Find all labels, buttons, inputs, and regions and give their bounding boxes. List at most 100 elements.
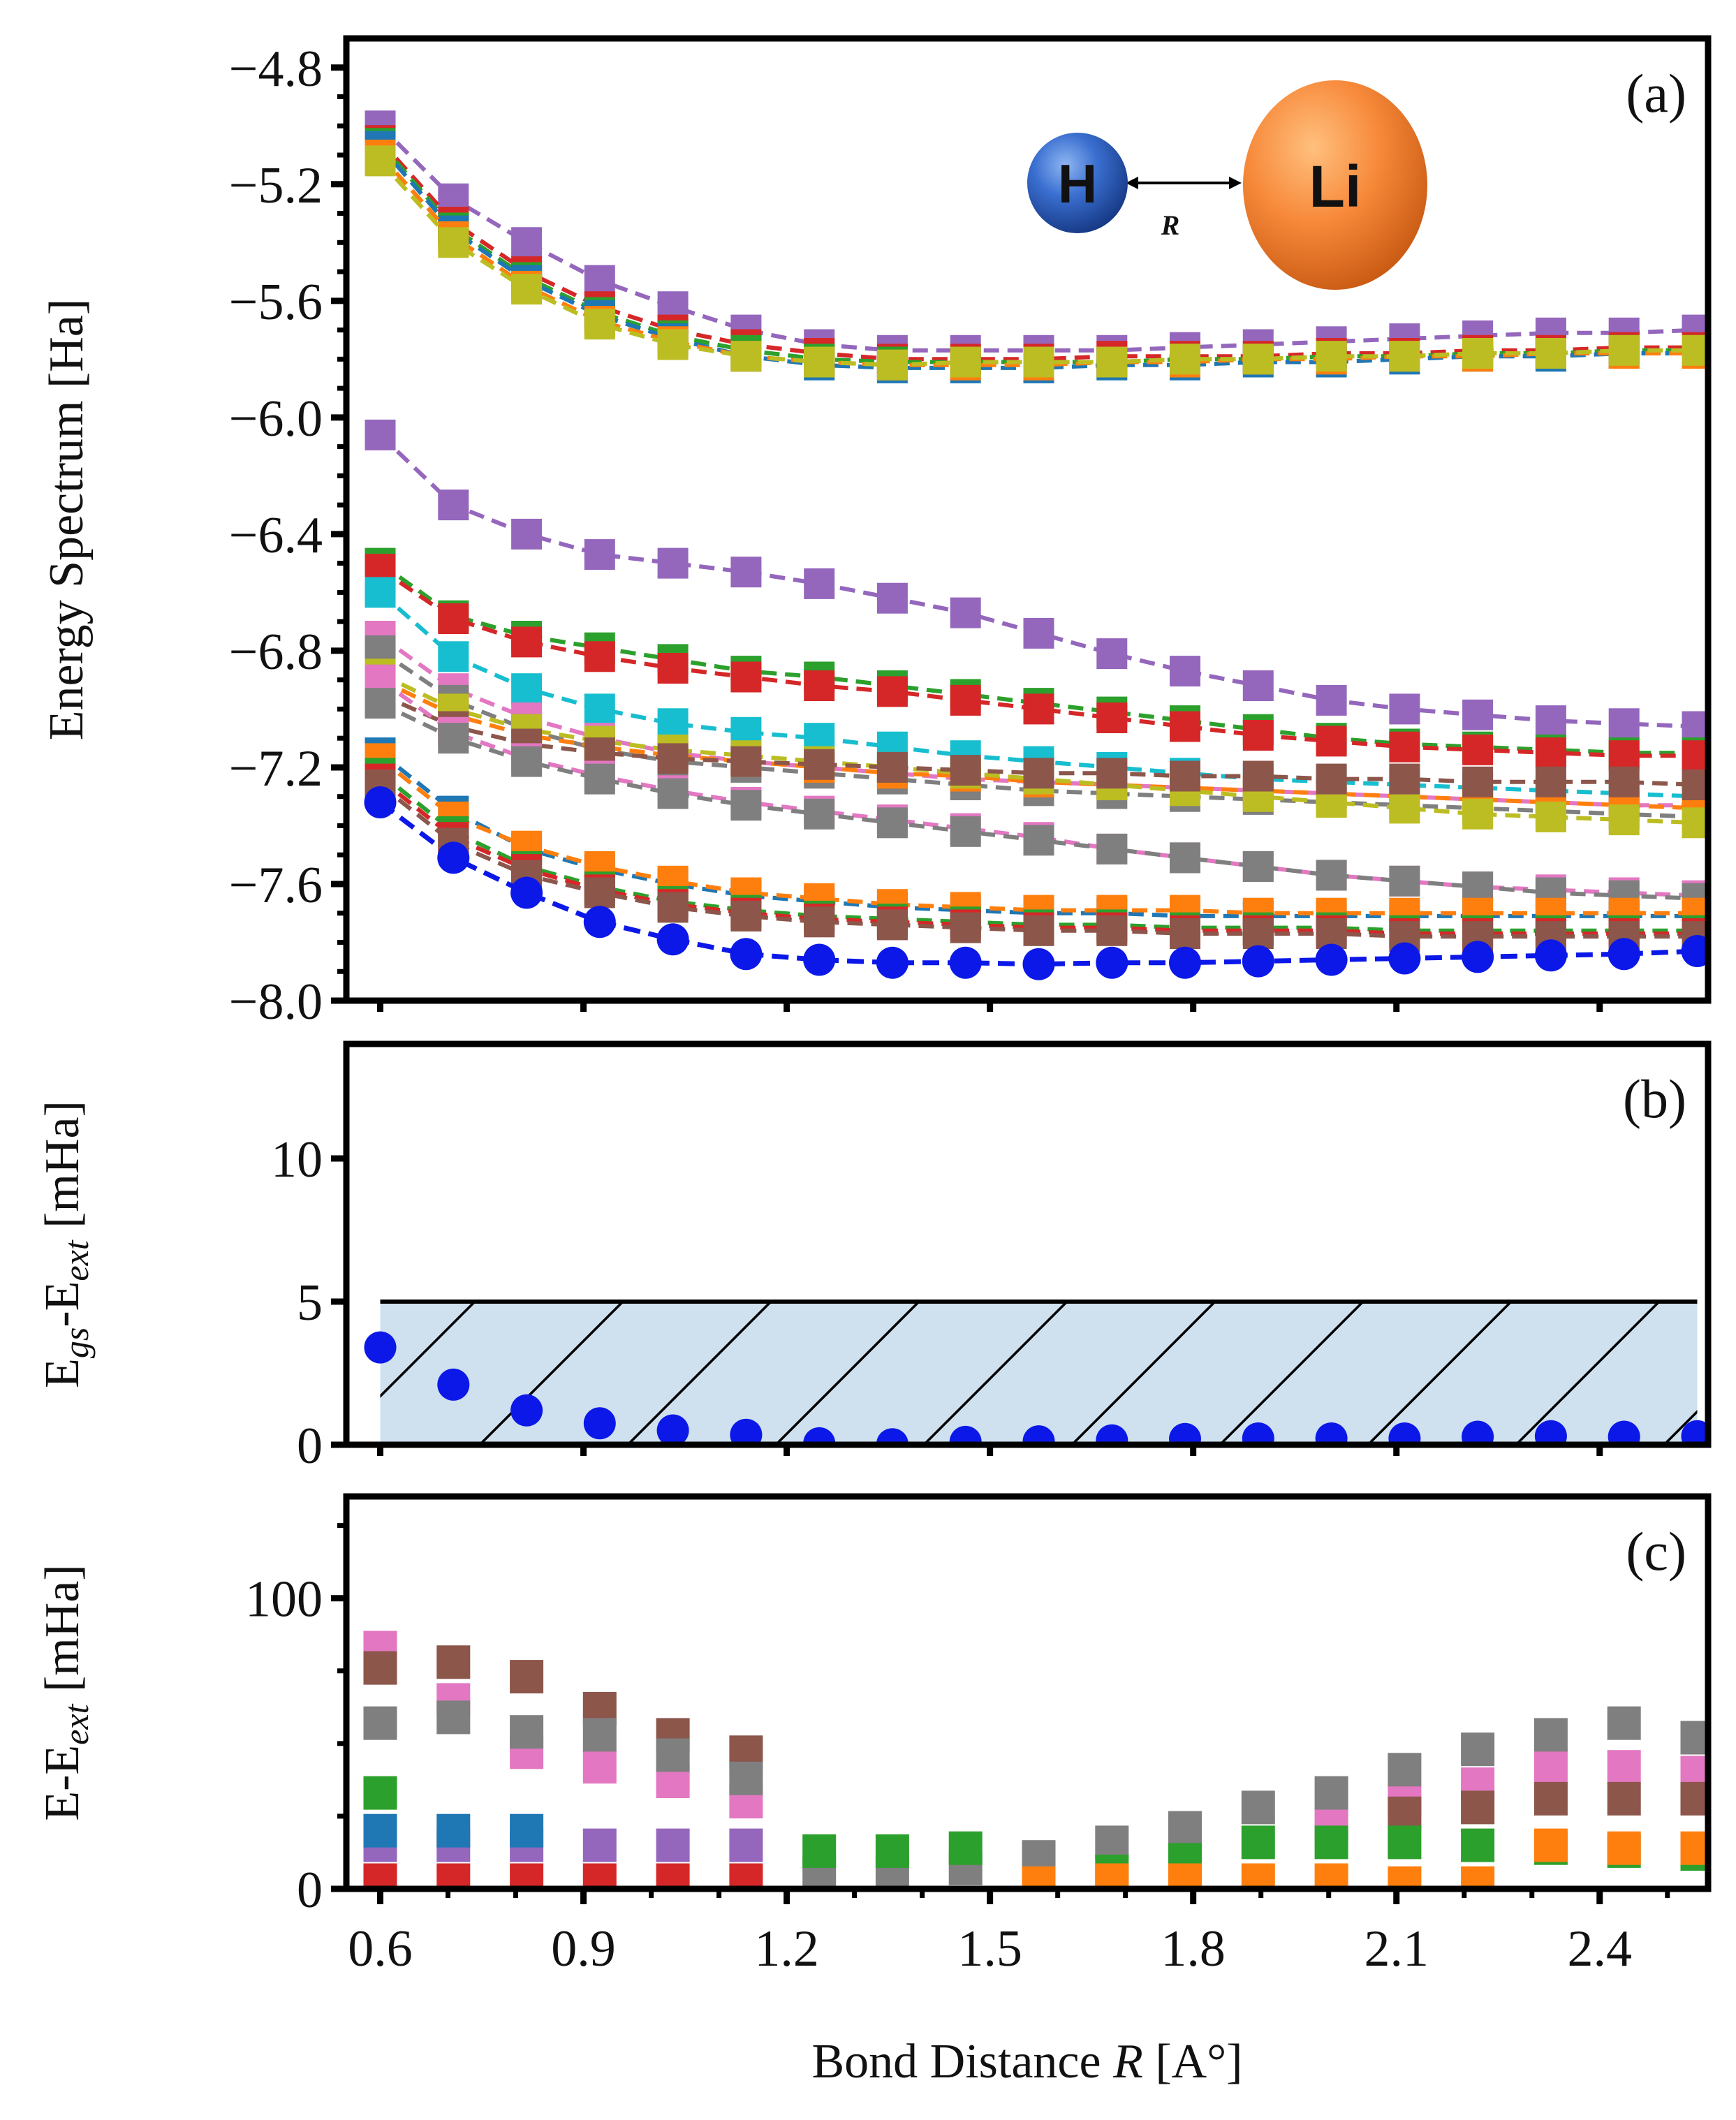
ground-state-point-18 xyxy=(1681,935,1708,967)
series-s1 xyxy=(365,110,1708,366)
deviation-bar-c2-17 xyxy=(1607,1781,1641,1816)
deviation-bar-c7-15 xyxy=(1461,1828,1495,1862)
deviation-bar-c7-0 xyxy=(363,1776,397,1810)
error-point-4 xyxy=(656,1414,689,1445)
deviation-bar-c7-12 xyxy=(1241,1825,1275,1860)
deviation-bar-c1-3 xyxy=(582,1750,617,1784)
a-ytick-label-7: −7.6 xyxy=(229,857,323,914)
lithium-atom-label: Li xyxy=(1309,154,1362,219)
b-ytick-label-0: 0 xyxy=(297,1418,323,1475)
xtick-label-4: 1.8 xyxy=(1161,1920,1226,1978)
c-ytick-label-1: 100 xyxy=(245,1571,323,1628)
panel-b: 0 5 10 (b) Egs-Eext [mHa] xyxy=(36,1040,1712,1475)
deviation-bar-c3-0 xyxy=(363,1706,397,1740)
error-point-14 xyxy=(1388,1422,1421,1445)
deviation-bar-c2-0 xyxy=(363,1651,397,1685)
series-c5 xyxy=(363,1828,763,1862)
deviation-bar-c3-11 xyxy=(1168,1811,1202,1845)
series-s6 xyxy=(365,145,1708,381)
tolerance-band-hatch xyxy=(380,1302,1698,1445)
energy-marker-s7-10 xyxy=(1096,638,1128,670)
a-ytick-label-1: −5.2 xyxy=(229,157,323,214)
error-point-17 xyxy=(1608,1420,1640,1445)
deviation-bar-c4-5 xyxy=(729,1863,763,1889)
deviation-bar-c3-4 xyxy=(656,1738,690,1772)
series-s9 xyxy=(365,554,1708,772)
deviation-bar-c1-16 xyxy=(1533,1750,1568,1784)
deviation-bar-c1-17 xyxy=(1607,1750,1641,1784)
deviation-bar-c6-0 xyxy=(363,1813,397,1848)
deviation-bar-c3-12 xyxy=(1241,1790,1275,1825)
a-ytick-label-3: −6.0 xyxy=(229,390,323,448)
bond-arrow-left-head xyxy=(1126,177,1138,189)
x-axis-label: Bond Distance R [A°] xyxy=(811,2035,1242,2089)
error-point-3 xyxy=(583,1407,616,1440)
error-point-0 xyxy=(364,1331,397,1364)
ground-state-point-6 xyxy=(803,943,836,976)
deviation-bar-c3-3 xyxy=(582,1718,617,1752)
error-point-8 xyxy=(949,1425,982,1445)
deviation-bar-c7-13 xyxy=(1314,1825,1348,1860)
error-point-10 xyxy=(1096,1424,1128,1445)
a-ytick-label-5: −6.8 xyxy=(229,624,323,681)
deviation-bar-c2-18 xyxy=(1680,1781,1708,1816)
deviation-bar-c8-14 xyxy=(1388,1866,1422,1889)
molecule-inset: R H Li xyxy=(1027,80,1427,290)
deviation-bar-c2-1 xyxy=(436,1645,471,1679)
hydrogen-atom xyxy=(1027,133,1128,233)
deviation-bar-c4-0 xyxy=(363,1863,397,1889)
deviation-bar-c8-11 xyxy=(1168,1863,1202,1889)
deviation-bar-c7-14 xyxy=(1388,1825,1422,1860)
energy-marker-s1-2 xyxy=(511,227,543,258)
ground-state-point-5 xyxy=(730,938,763,971)
deviation-bar-c8-9 xyxy=(1022,1866,1056,1889)
deviation-bar-c7-8 xyxy=(948,1831,983,1865)
error-point-7 xyxy=(876,1428,909,1445)
deviation-bar-c2-16 xyxy=(1533,1781,1568,1816)
panel-c-y-axis-label: E-Eext [mHa] xyxy=(36,1564,96,1820)
error-point-9 xyxy=(1022,1425,1055,1445)
ground-state-point-13 xyxy=(1315,943,1348,976)
ground-state-point-4 xyxy=(656,923,689,956)
hydrogen-atom-label: H xyxy=(1058,153,1097,214)
ground-state-point-1 xyxy=(437,841,470,874)
energy-marker-s17-3 xyxy=(584,763,615,795)
bond-arrow-right-head xyxy=(1229,177,1242,189)
energy-marker-s9-1 xyxy=(438,603,469,634)
panel-b-y-axis-label: Egs-Eext [mHa] xyxy=(36,1101,96,1388)
energy-marker-s17-2 xyxy=(511,746,543,777)
deviation-bar-c4-2 xyxy=(510,1863,544,1889)
deviation-bar-c7-7 xyxy=(875,1834,909,1868)
energy-line-s9 xyxy=(378,567,1698,758)
deviation-bar-c8-10 xyxy=(1095,1863,1129,1889)
error-point-16 xyxy=(1534,1420,1567,1445)
bond-length-label: R xyxy=(1161,209,1180,241)
energy-marker-s10-3 xyxy=(584,693,615,725)
energy-line-s22 xyxy=(378,783,1698,939)
series-c4 xyxy=(363,1863,763,1889)
a-ytick-label-2: −5.6 xyxy=(229,274,323,331)
panel-a-frame xyxy=(343,35,1712,1004)
ground-state-point-2 xyxy=(510,876,543,909)
ground-state-point-15 xyxy=(1462,941,1494,973)
deviation-bar-c8-13 xyxy=(1314,1863,1348,1889)
deviation-bar-c3-13 xyxy=(1314,1776,1348,1810)
ground-state-point-10 xyxy=(1096,946,1128,979)
xtick-label-2: 1.2 xyxy=(754,1920,819,1978)
deviation-bar-c7-6 xyxy=(802,1834,837,1868)
series-ground-state xyxy=(364,786,1708,980)
error-point-2 xyxy=(510,1394,543,1427)
deviation-bar-c2-2 xyxy=(510,1660,544,1694)
series-c1 xyxy=(363,1631,1708,1842)
error-point-13 xyxy=(1315,1422,1348,1445)
c-ytick-label-0: 0 xyxy=(297,1862,323,1919)
series-c2 xyxy=(363,1645,1708,1830)
deviation-bar-c6-1 xyxy=(436,1813,471,1848)
series-c3 xyxy=(363,1700,1708,1888)
panel-a: −4.8 −5.2 −5.6 −6.0 −6.4 −6.8 −7.2 −7.6 −8.0 (a)… xyxy=(40,35,1712,1031)
ground-state-point-11 xyxy=(1169,946,1201,979)
a-ytick-label-0: −4.8 xyxy=(229,41,323,98)
deviation-bar-c3-17 xyxy=(1607,1706,1641,1740)
deviation-bar-c8-18 xyxy=(1680,1831,1708,1865)
